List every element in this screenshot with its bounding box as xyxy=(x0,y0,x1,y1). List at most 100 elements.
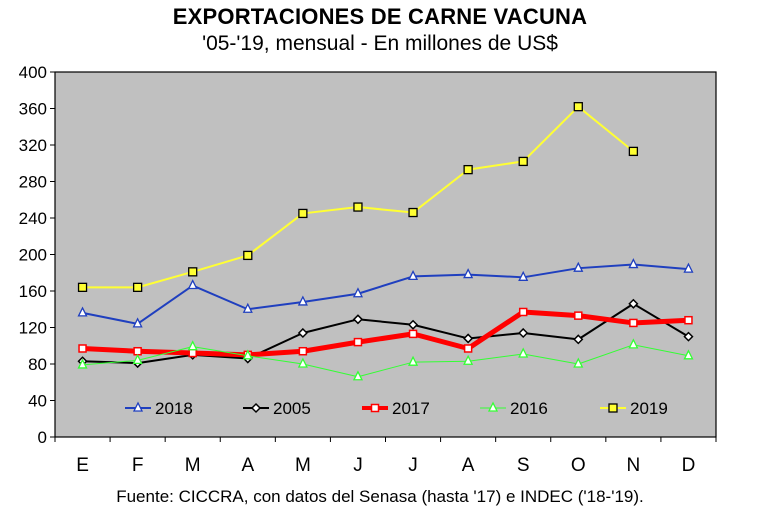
series-line-2017 xyxy=(82,309,689,358)
x-tick-label: J xyxy=(408,455,418,476)
series-2017 xyxy=(78,307,693,360)
data-point-2017 xyxy=(298,346,308,356)
plot-background xyxy=(54,71,717,438)
legend-item-2019: 2019 xyxy=(600,399,668,418)
x-tick-label: D xyxy=(682,455,696,476)
series-line-2018 xyxy=(82,263,689,325)
y-tick-label: 360 xyxy=(19,100,47,119)
data-point-2016 xyxy=(463,354,474,365)
data-point-2017 xyxy=(78,344,87,353)
x-tick-label: J xyxy=(353,455,363,476)
y-axis: 0 40 80 120 160 200 240 280 320 360 400 xyxy=(19,63,55,447)
data-point-2018 xyxy=(518,270,529,281)
data-point-2005 xyxy=(518,327,529,339)
series-line-2016 xyxy=(82,344,689,378)
data-point-2016 xyxy=(187,340,198,351)
legend-swatch-marker xyxy=(370,403,380,413)
data-point-2018 xyxy=(187,279,198,290)
data-point-2019 xyxy=(77,282,88,293)
x-tick-label: M xyxy=(295,455,311,476)
data-point-2016 xyxy=(518,347,529,358)
x-tick-label: F xyxy=(132,455,144,476)
y-tick-label: 320 xyxy=(19,136,47,155)
data-point-2017 xyxy=(133,346,142,356)
series-2016 xyxy=(77,338,694,381)
data-point-2018 xyxy=(573,261,584,272)
x-tick-label: M xyxy=(185,455,201,476)
data-point-2016 xyxy=(297,357,308,368)
data-point-2016 xyxy=(77,358,88,369)
y-tick-label: 40 xyxy=(28,392,47,411)
data-point-2005 xyxy=(683,331,694,342)
data-point-2016 xyxy=(628,338,639,349)
data-point-2018 xyxy=(407,269,419,281)
data-point-2019 xyxy=(188,267,198,277)
y-tick-label: 80 xyxy=(28,355,47,374)
x-tick-label: A xyxy=(462,455,475,476)
data-point-2017 xyxy=(518,307,528,317)
legend-swatch-marker xyxy=(132,401,144,412)
plot-area xyxy=(54,71,717,438)
data-point-2019 xyxy=(298,208,308,219)
y-tick-label: 280 xyxy=(19,173,47,192)
data-point-2005 xyxy=(297,327,308,339)
legend-swatch-marker xyxy=(487,401,499,412)
legend-item-2016: 2016 xyxy=(480,399,548,418)
chart-source-note: Fuente: CICCRA, con datos del Senasa (ha… xyxy=(116,487,644,506)
data-point-2017 xyxy=(408,329,418,339)
data-point-2018 xyxy=(77,306,88,317)
legend-swatch-marker xyxy=(250,402,262,414)
data-point-2005 xyxy=(573,334,584,345)
y-tick-label: 200 xyxy=(19,246,47,265)
data-point-2016 xyxy=(242,349,253,360)
data-point-2017 xyxy=(629,318,638,328)
data-point-2018 xyxy=(242,302,253,313)
y-tick-label: 240 xyxy=(19,209,47,228)
data-point-2017 xyxy=(353,337,363,347)
y-tick-label: 160 xyxy=(19,282,47,301)
data-point-2018 xyxy=(352,287,364,298)
data-point-2019 xyxy=(243,250,253,261)
data-point-2019 xyxy=(353,202,363,212)
data-point-2017 xyxy=(684,315,693,325)
data-point-2019 xyxy=(573,102,583,112)
legend-label: 2005 xyxy=(273,399,311,418)
data-point-2016 xyxy=(352,370,364,381)
data-point-2019 xyxy=(518,156,528,167)
series-line-2005 xyxy=(82,302,689,365)
data-point-2005 xyxy=(628,298,639,309)
legend-swatch-marker xyxy=(608,403,618,413)
x-tick-label: N xyxy=(627,455,641,476)
x-tick-label: O xyxy=(571,455,586,476)
data-point-2018 xyxy=(132,317,143,328)
data-point-2016 xyxy=(573,357,584,368)
x-tick-label: S xyxy=(517,455,530,476)
legend-label: 2019 xyxy=(630,399,668,418)
legend: 2018 2005 2017 2016 2019 xyxy=(125,399,668,418)
y-tick-label: 400 xyxy=(19,63,47,82)
series-2019 xyxy=(77,102,639,293)
x-tick-label: A xyxy=(241,455,254,476)
series-layer xyxy=(77,102,694,381)
y-tick-label: 0 xyxy=(38,428,47,447)
data-point-2018 xyxy=(683,262,694,273)
legend-item-2017: 2017 xyxy=(362,399,430,418)
chart-subtitle: '05-'19, mensual - En millones de US$ xyxy=(202,32,558,55)
legend-item-2005: 2005 xyxy=(243,399,311,418)
data-point-2016 xyxy=(407,355,419,366)
data-point-2005 xyxy=(463,333,474,344)
y-tick-label: 120 xyxy=(19,319,47,338)
data-point-2005 xyxy=(352,314,364,325)
data-point-2017 xyxy=(463,344,473,353)
data-point-2019 xyxy=(628,146,639,157)
legend-label: 2017 xyxy=(392,399,430,418)
legend-label: 2016 xyxy=(510,399,548,418)
data-point-2018 xyxy=(297,295,308,306)
chart-title: EXPORTACIONES DE CARNE VACUNA xyxy=(172,4,588,29)
data-point-2016 xyxy=(683,349,694,360)
series-2018 xyxy=(77,258,694,328)
x-tick-label: E xyxy=(76,455,89,476)
data-point-2005 xyxy=(407,319,419,330)
